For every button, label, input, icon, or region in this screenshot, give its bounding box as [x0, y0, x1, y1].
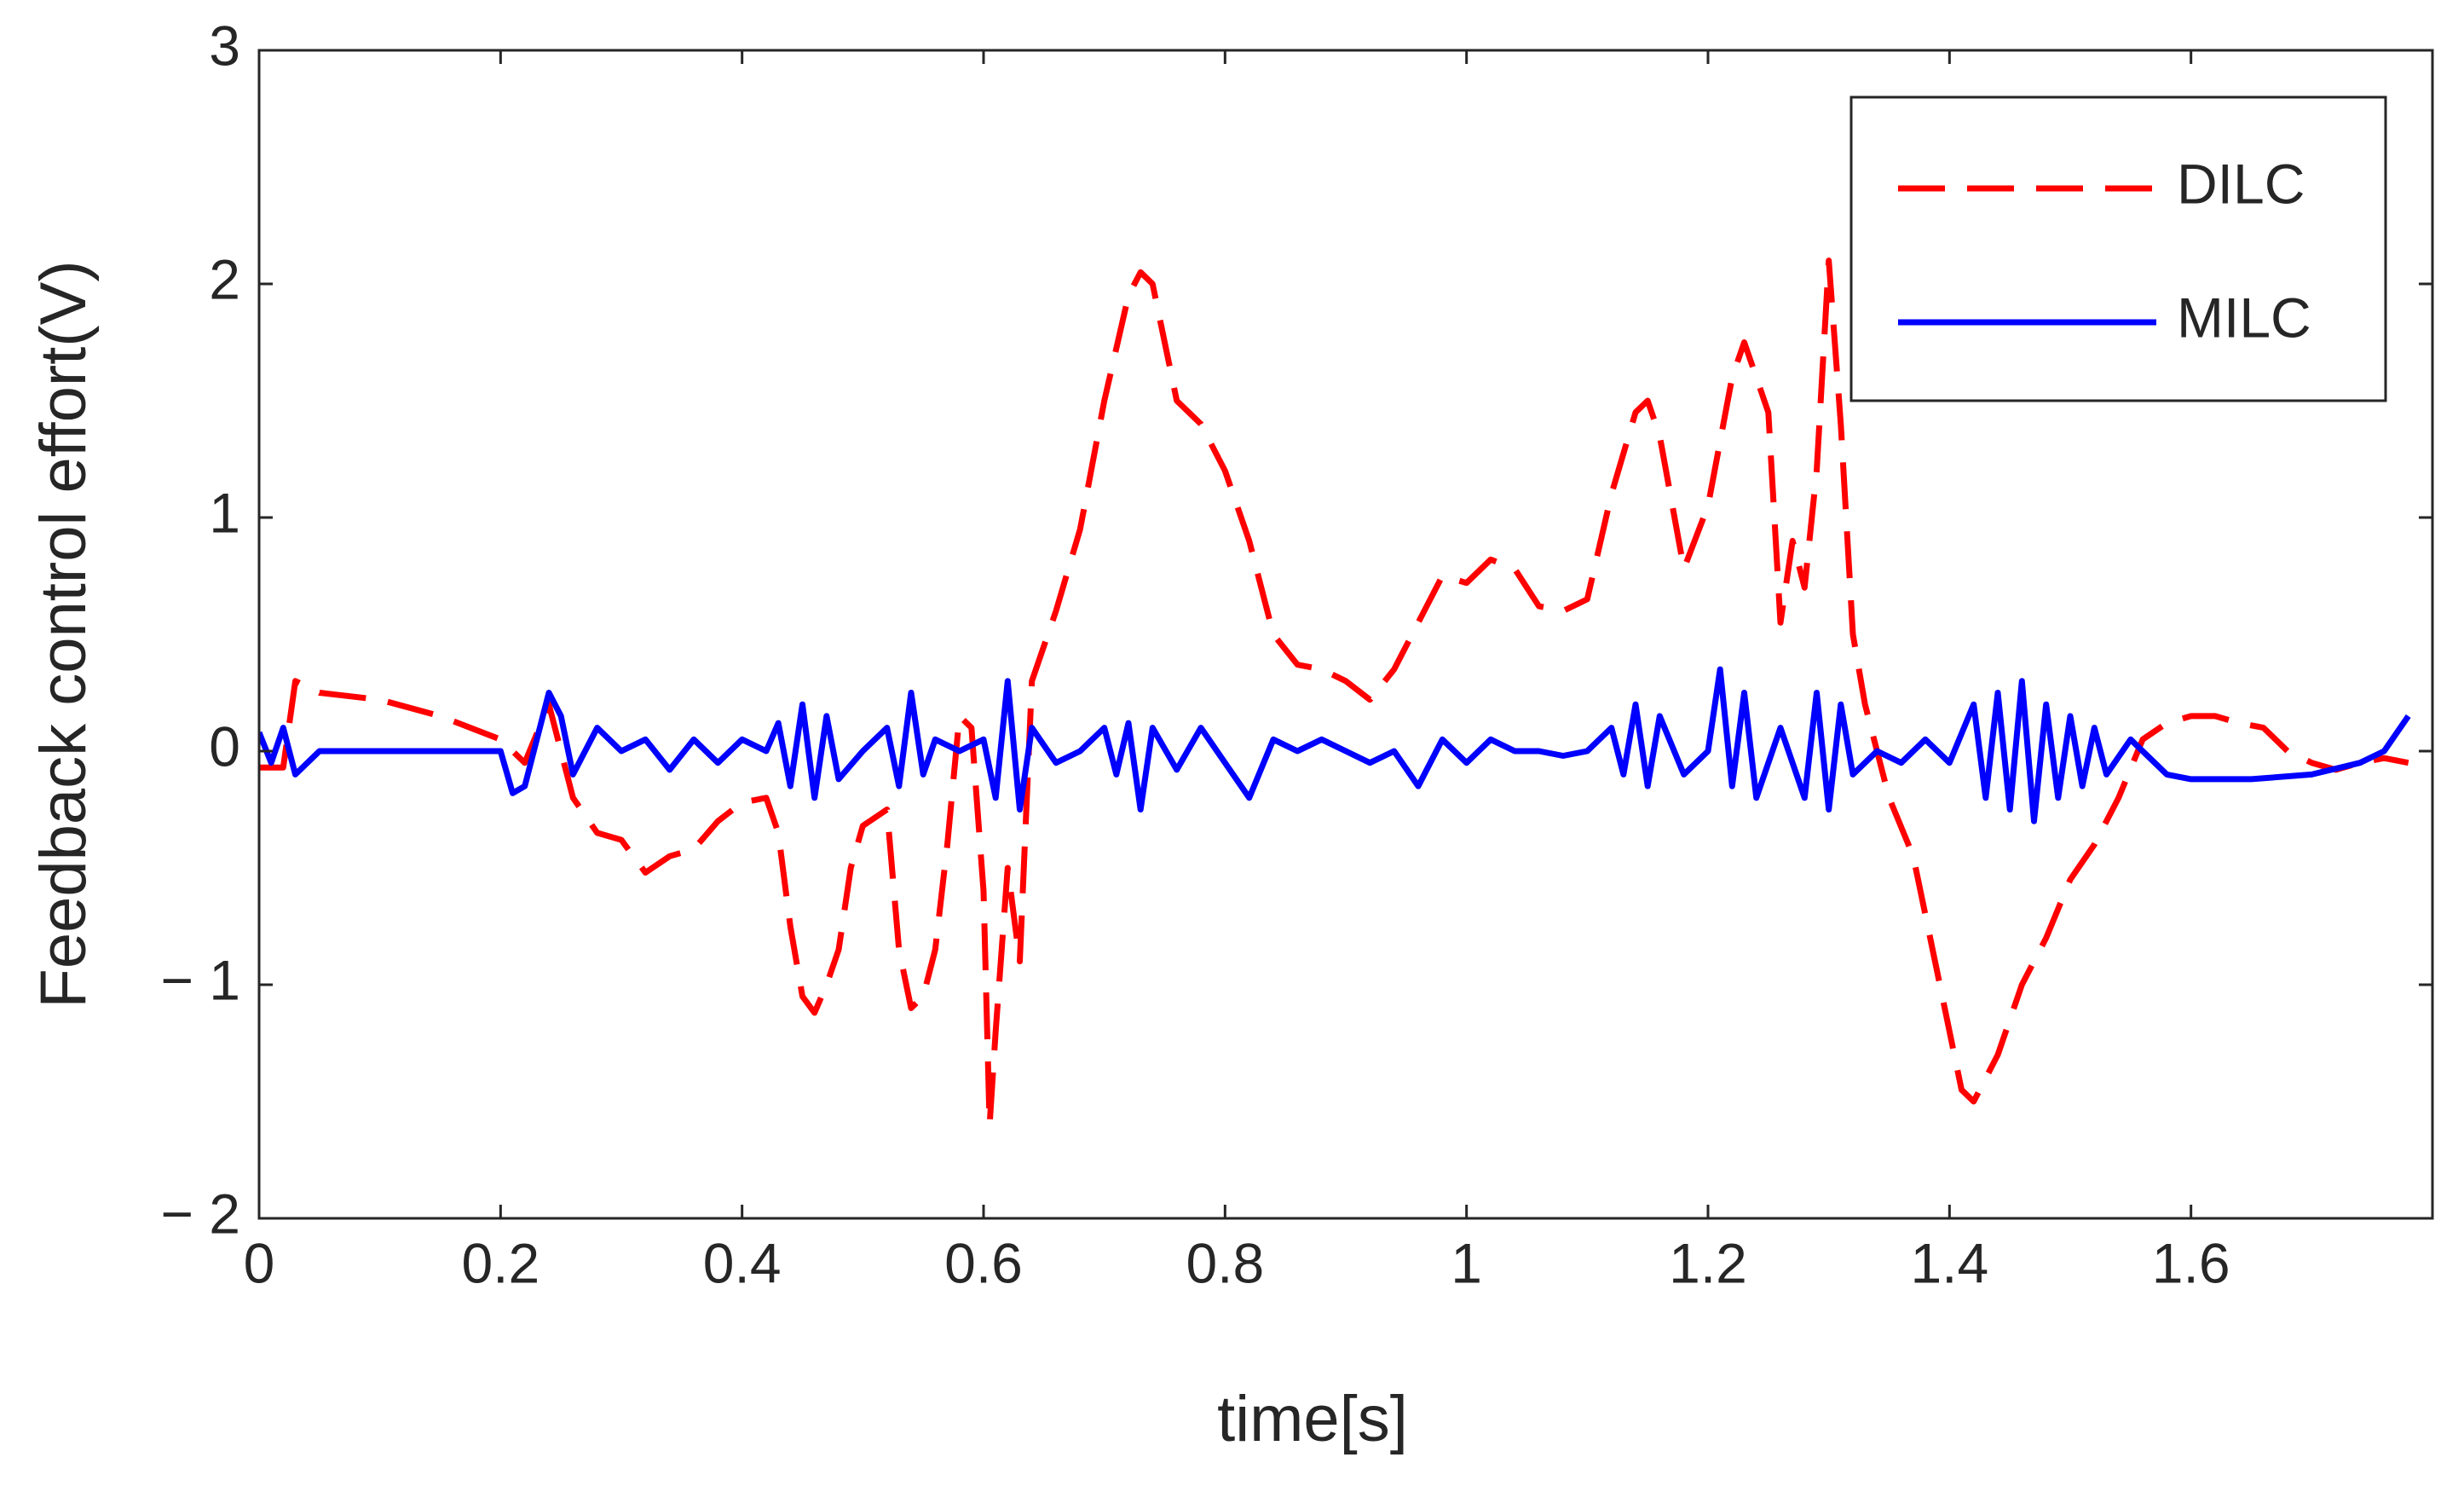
x-axis-label: time[s]	[1217, 1383, 1408, 1455]
axes-box	[257, 49, 2434, 1220]
x-tick-label: 1.2	[1669, 1231, 1747, 1294]
x-tick-label: 0.2	[461, 1231, 540, 1294]
series-line	[259, 257, 2409, 1128]
x-tick-label: 0.4	[703, 1231, 782, 1294]
y-axis-label: Feedback control effort(V)	[27, 260, 100, 1008]
x-tick-label: 1.4	[1910, 1231, 1988, 1294]
x-tick-label: 0.8	[1186, 1231, 1264, 1294]
x-tick-label: 1.6	[2152, 1231, 2230, 1294]
x-tick-label: 0.6	[944, 1231, 1023, 1294]
y-tick-label: − 2	[160, 1182, 240, 1245]
x-tick-label: 0	[244, 1231, 275, 1294]
x-tick-label: 1	[1451, 1231, 1482, 1294]
y-tick-label: 2	[209, 247, 240, 310]
legend-label: DILC	[2177, 152, 2305, 215]
legend-label: MILC	[2177, 286, 2311, 349]
y-tick-label: 3	[209, 14, 240, 77]
y-tick-label: 1	[209, 481, 240, 544]
legend-box	[1849, 95, 2387, 402]
y-tick-label: − 1	[160, 948, 240, 1011]
series-line	[259, 666, 2411, 824]
y-tick-label: 0	[209, 714, 240, 778]
